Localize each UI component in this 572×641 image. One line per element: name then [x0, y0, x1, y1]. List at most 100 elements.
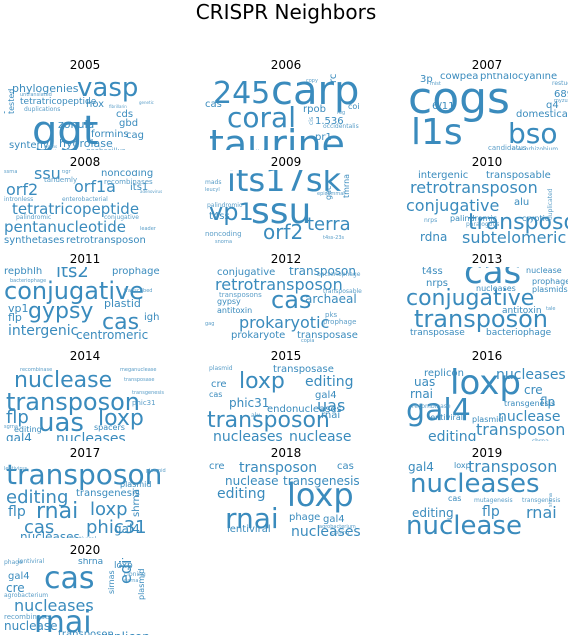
word-phage: phage: [4, 559, 23, 566]
word-palindromic: palindromic: [16, 214, 52, 221]
word-transposon: transposon: [468, 461, 558, 476]
word-editing: editing: [428, 429, 477, 441]
word-transposase: transposase: [273, 364, 334, 375]
word-nuclease: nuclease: [498, 409, 561, 425]
word-conjugative: conjugative: [406, 286, 535, 311]
word-phic31: phic31: [132, 399, 156, 407]
word-flp: flp: [540, 395, 556, 409]
word-transposable: transposable: [486, 170, 551, 181]
word-cas: cas: [102, 310, 140, 335]
word-rpob: rpob: [303, 104, 326, 115]
word-cas: cas: [448, 494, 462, 503]
word-tigr: tigr: [62, 170, 71, 175]
word-conjugative: conjugative: [104, 214, 139, 221]
word-rnai: rnai: [34, 605, 92, 636]
word-uas: uas: [414, 375, 436, 389]
word-phic31: phic31: [86, 517, 147, 538]
word-nucleases: nucleases: [14, 596, 94, 615]
word-conjugative: conjugative: [217, 267, 276, 278]
word-untranslated: untranslated: [20, 92, 52, 98]
word-tale: tale: [546, 306, 556, 312]
word-gypsy: gypsy: [28, 299, 94, 324]
word-ssrna: ssrna: [4, 170, 18, 175]
word-lectins: lectins: [44, 144, 58, 149]
word-cis: cis: [308, 116, 315, 125]
word-nuclease: nuclease: [289, 429, 352, 441]
word-noncoding: noncoding: [101, 170, 154, 179]
word-transposable: transposable: [323, 288, 362, 295]
word-adenovirus: adenovirus: [140, 189, 163, 194]
word-phic31: phic31: [229, 396, 270, 410]
word-palindromic: palindromic: [450, 214, 497, 223]
word-conjugative: conjugative: [406, 196, 500, 215]
word-cag: cag: [126, 130, 144, 141]
word-retrotransposon: retrotransposon: [410, 178, 538, 197]
word-cre: cre: [209, 461, 225, 472]
word-retrotransposon: retrotransposon: [215, 275, 343, 294]
word-plasmid: plasmid: [472, 415, 504, 424]
word-mesorhizobium: mesorhizobium: [512, 146, 559, 151]
word-shrna: shrna: [78, 558, 104, 567]
word-transposon: transposon: [468, 210, 568, 235]
word-prokaryotic: prokaryotic: [239, 313, 330, 332]
panel-year-label: 2011: [69, 252, 101, 266]
word-bacteriophage: bacteriophage: [10, 278, 47, 284]
word-tetratricopeptide: tetratricopeptide: [12, 200, 140, 218]
word-sgrna: sgrna: [4, 424, 18, 430]
word-transgenesis: transgenesis: [504, 399, 556, 408]
word-cds: cds: [116, 109, 134, 120]
word-bso: bso: [508, 117, 558, 150]
panel-year-label: 2015: [270, 349, 302, 363]
word-prophage: prophage: [323, 318, 357, 326]
word-245: 245: [213, 76, 271, 111]
word-copia: copia: [301, 338, 315, 344]
word-sirnas: sirnas: [107, 570, 116, 594]
word-gal4: gal4: [408, 461, 434, 474]
word-prokaryote: prokaryote: [231, 330, 286, 341]
word-rdna: rdna: [420, 230, 448, 244]
word-plasmids: plasmids: [532, 285, 568, 294]
panel-year-label: 2009: [270, 155, 302, 169]
word-domestica: domestica: [516, 109, 568, 120]
word-restuca: restuca: [552, 80, 568, 87]
word-snorna: snorna: [215, 239, 233, 245]
wordcloud: nuclease transposon uas loxp flp phic31 gal4 nu…: [4, 364, 166, 442]
word-its1: its1: [130, 182, 149, 193]
word-pr1: pr1: [315, 132, 332, 143]
word-exon: exon: [406, 205, 408, 220]
word-shrna: shrna: [131, 489, 142, 517]
word-phthalocyanine: phthalocyanine: [480, 73, 558, 82]
word-transposase: transposase: [124, 377, 155, 383]
word-recombinase: recombinase: [4, 613, 50, 621]
word-occidentalis: occidentalis: [323, 123, 359, 130]
word-ggt: ggt: [32, 108, 99, 150]
word-nuclease: nuclease: [526, 267, 562, 275]
word-shrna: shrna: [532, 439, 549, 442]
word-gal4: gal4: [406, 393, 471, 428]
word-copy: copy: [306, 78, 318, 84]
word-replicon: replicon: [424, 368, 464, 379]
word-l1s: l1s: [411, 112, 463, 151]
word-nuclease: nuclease: [406, 511, 522, 538]
word-loxp: loxp: [287, 476, 354, 514]
word-retrotransposon: retrotransposon: [66, 235, 146, 246]
word-zonula: zonula: [58, 118, 95, 131]
word-lentiviral: lentiviral: [428, 413, 463, 422]
word-6-11: 6/11: [432, 101, 455, 112]
word-gal4: gal4: [6, 431, 32, 441]
word-uas: uas: [317, 396, 346, 415]
word-bacteriophage: bacteriophage: [317, 271, 361, 278]
panel-year-label: 2010: [471, 155, 503, 169]
word-hox: hox: [86, 99, 105, 110]
word-loxp: loxp: [90, 499, 128, 520]
word-alu: alu: [514, 197, 530, 208]
panel-year-label: 2017: [69, 446, 101, 460]
word-cas: cas: [464, 267, 522, 292]
word-tested: tested: [7, 88, 16, 114]
word-carp: carp: [271, 73, 360, 114]
word-cogs: cogs: [408, 73, 510, 124]
word-transgenesis: transgenesis: [132, 390, 164, 396]
word-phylogenies: phylogenies: [12, 82, 79, 95]
word-antitoxin: antitoxin: [502, 306, 542, 316]
